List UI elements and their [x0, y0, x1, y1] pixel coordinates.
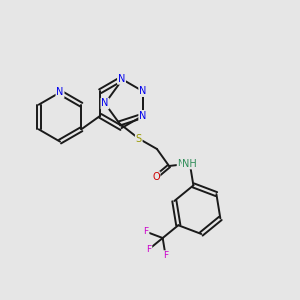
Text: F: F	[163, 251, 168, 260]
Text: H: H	[187, 159, 193, 168]
Text: N: N	[139, 86, 146, 96]
Text: N: N	[178, 159, 184, 168]
Text: N: N	[118, 74, 125, 84]
Text: F: F	[144, 227, 149, 236]
Text: F: F	[146, 245, 152, 254]
Text: S: S	[136, 134, 142, 144]
Text: N: N	[101, 98, 109, 109]
Text: NH: NH	[182, 158, 197, 169]
Text: N: N	[139, 111, 146, 121]
Text: O: O	[152, 172, 160, 182]
Text: N: N	[56, 87, 64, 98]
